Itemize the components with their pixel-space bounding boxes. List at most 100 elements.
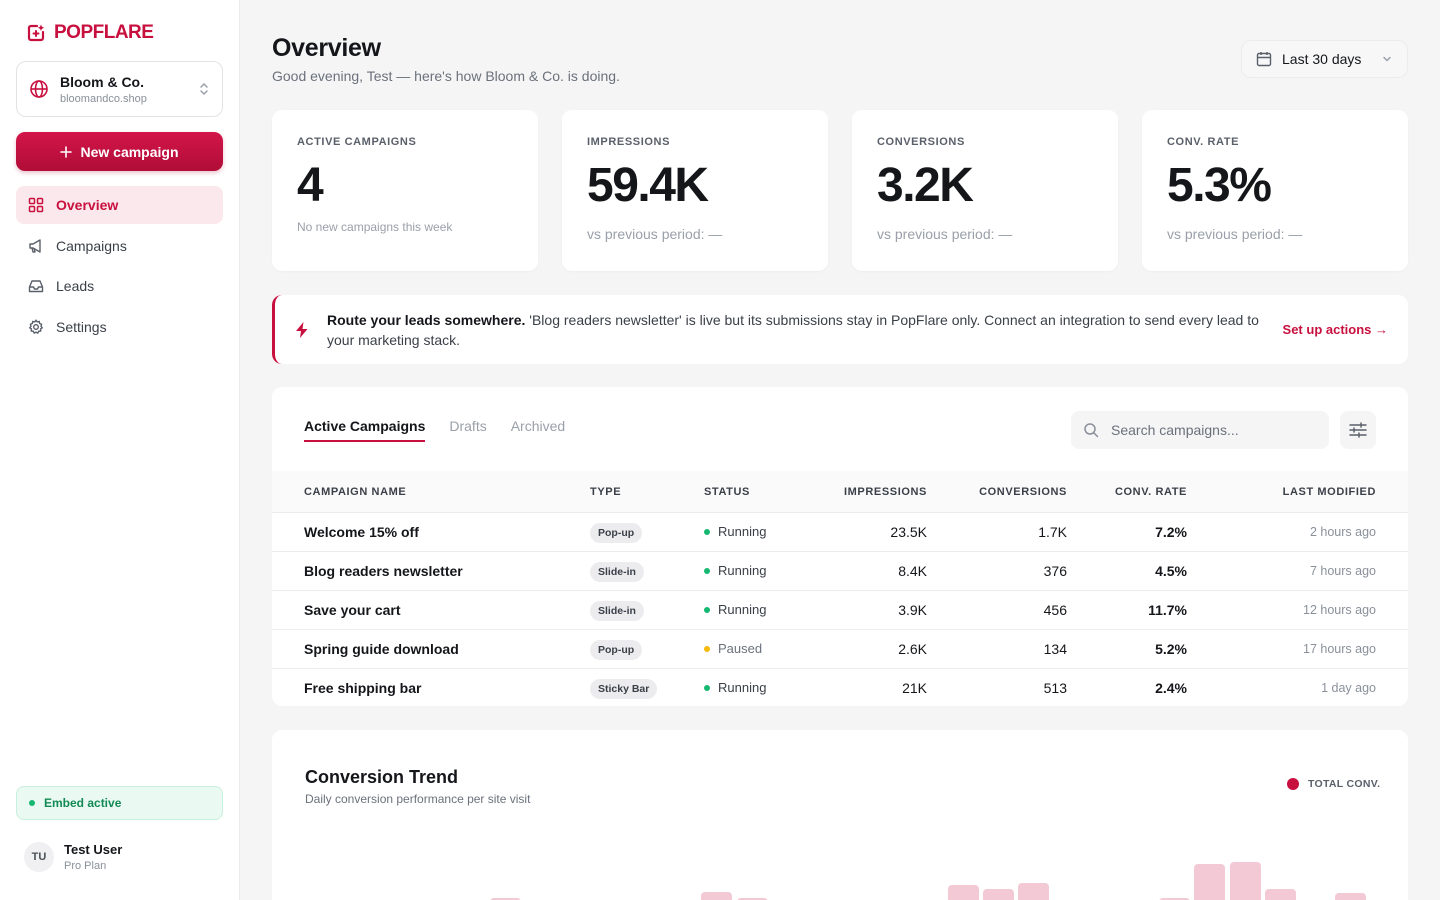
alert-body: 'Blog readers newsletter' is live but it… (327, 311, 1259, 348)
sidebar-nav: Overview Campaigns Leads Settings (16, 186, 223, 348)
stat-note: No new campaigns this week (297, 220, 453, 234)
column-header[interactable]: CONV. RATE (1114, 486, 1187, 498)
stat-card-conversions: CONVERSIONS 3.2K vs previous period: — (852, 110, 1118, 271)
column-header[interactable]: IMPRESSIONS (843, 486, 927, 498)
trend-bar[interactable] (1335, 893, 1366, 900)
trend-subtitle: Daily conversion performance per site vi… (305, 792, 531, 806)
trend-bar[interactable] (1194, 864, 1225, 900)
workspace-name: Bloom & Co. (60, 73, 144, 90)
status-indicator: Paused (704, 641, 762, 656)
sidebar-item-leads[interactable]: Leads (16, 267, 223, 305)
trend-bar[interactable] (948, 885, 979, 900)
conversion-trend-card: Conversion Trend Daily conversion perfor… (272, 730, 1408, 900)
table-row[interactable]: Free shipping bar Sticky Bar Running 21K 513… (272, 669, 1408, 706)
campaign-name[interactable]: Save your cart (304, 602, 401, 618)
chevron-down-icon (1383, 56, 1391, 62)
brand-logo[interactable]: POPFLARE (26, 22, 154, 44)
sidebar-item-label: Settings (56, 318, 107, 335)
sidebar: POPFLARE Bloom & Co. bloomandco.shop New… (0, 0, 240, 900)
page-subtitle: Good evening, Test — here's how Bloom & … (272, 68, 620, 84)
gear-icon (28, 318, 44, 334)
status-indicator: Running (704, 680, 766, 695)
trend-bar[interactable] (1265, 889, 1296, 900)
conv-rate-value: 7.2% (1155, 524, 1187, 540)
tab-active-campaigns[interactable]: Active Campaigns (304, 418, 426, 442)
integration-alert: Route your leads somewhere. 'Blog reader… (272, 295, 1408, 364)
impressions-value: 21K (902, 680, 927, 696)
stat-value: 3.2K (877, 159, 974, 212)
impressions-value: 8.4K (898, 563, 927, 579)
stat-note: vs previous period: — (877, 226, 1013, 242)
column-header[interactable]: TYPE (590, 486, 622, 498)
stat-note: vs previous period: — (1167, 226, 1303, 242)
status-dot (704, 645, 710, 652)
megaphone-icon (29, 238, 41, 253)
table-row[interactable]: Save your cart Slide-in Running 3.9K 456 11.7… (272, 591, 1408, 630)
embed-status-badge: Embed active (16, 786, 223, 820)
campaign-name[interactable]: Blog readers newsletter (304, 563, 463, 579)
user-plan: Pro Plan (64, 860, 107, 872)
status-indicator: Running (704, 602, 766, 617)
table-header: CAMPAIGN NAME TYPE STATUS IMPRESSIONS CO… (272, 471, 1408, 513)
alert-title: Route your leads somewhere. (327, 311, 526, 328)
workspace-switcher[interactable]: Bloom & Co. bloomandco.shop (16, 61, 223, 117)
user-profile[interactable]: TU Test User Pro Plan (24, 842, 122, 872)
status-label: Running (718, 602, 767, 617)
last-modified-value: 12 hours ago (1303, 603, 1376, 617)
stat-card-conv-rate: CONV. RATE 5.3% vs previous period: — (1142, 110, 1408, 271)
status-label: Running (718, 563, 767, 578)
trend-bar[interactable] (701, 892, 732, 900)
last-modified-value: 1 day ago (1321, 681, 1376, 695)
lightning-icon (296, 321, 308, 338)
sidebar-item-label: Overview (56, 197, 119, 213)
last-modified-value: 2 hours ago (1309, 525, 1376, 539)
date-range-dropdown[interactable]: Last 30 days (1241, 40, 1408, 78)
trend-bar[interactable] (1230, 862, 1261, 900)
table-row[interactable]: Spring guide download Pop-up Paused 2.6K 134… (272, 630, 1408, 669)
impressions-value: 3.9K (898, 602, 927, 618)
status-label: Running (718, 524, 767, 539)
page-title: Overview (272, 34, 381, 62)
status-label: Running (718, 680, 767, 695)
trend-chart (490, 862, 1366, 900)
embed-status-dot (29, 800, 35, 806)
new-campaign-button[interactable]: New campaign (16, 132, 223, 171)
calendar-icon (1256, 52, 1272, 67)
type-badge: Pop-up (590, 523, 643, 543)
user-name: Test User (64, 842, 123, 857)
conversions-value: 1.7K (1038, 524, 1067, 540)
sidebar-item-label: Leads (56, 278, 95, 294)
sidebar-item-campaigns[interactable]: Campaigns (16, 227, 223, 265)
column-header[interactable]: CONVERSIONS (979, 486, 1067, 498)
filter-button[interactable] (1340, 411, 1376, 449)
set-up-actions-link[interactable]: Set up actions → (1282, 322, 1388, 337)
table-row[interactable]: Welcome 15% off Pop-up Running 23.5K 1.7K 7.2… (272, 513, 1408, 552)
conversions-value: 134 (1043, 641, 1067, 657)
stat-label: IMPRESSIONS (587, 136, 671, 148)
column-header[interactable]: CAMPAIGN NAME (304, 486, 407, 498)
sidebar-item-settings[interactable]: Settings (16, 308, 223, 346)
inbox-icon (28, 280, 44, 293)
popflare-logo-icon (27, 24, 45, 42)
sidebar-item-overview[interactable]: Overview (16, 186, 223, 224)
trend-bar[interactable] (983, 889, 1014, 900)
table-row[interactable]: Blog readers newsletter Slide-in Running 8.… (272, 552, 1408, 591)
avatar: TU (24, 842, 54, 872)
column-header[interactable]: STATUS (704, 486, 750, 498)
stat-value: 59.4K (587, 159, 709, 212)
campaign-name[interactable]: Free shipping bar (304, 680, 422, 696)
search-input[interactable] (1111, 422, 1311, 438)
type-badge: Slide-in (590, 601, 644, 621)
column-header[interactable]: LAST MODIFIED (1282, 486, 1376, 498)
impressions-value: 2.6K (898, 641, 927, 657)
campaign-name[interactable]: Welcome 15% off (304, 524, 419, 540)
tab-drafts[interactable]: Drafts (449, 418, 487, 434)
type-badge: Slide-in (590, 562, 644, 582)
trend-bar[interactable] (1018, 883, 1049, 900)
brand-name: POPFLARE (54, 22, 154, 43)
stat-label: CONVERSIONS (877, 136, 965, 148)
stat-value: 4 (297, 159, 324, 212)
status-dot (704, 684, 710, 691)
campaign-name[interactable]: Spring guide download (304, 641, 459, 657)
tab-archived[interactable]: Archived (510, 418, 566, 434)
